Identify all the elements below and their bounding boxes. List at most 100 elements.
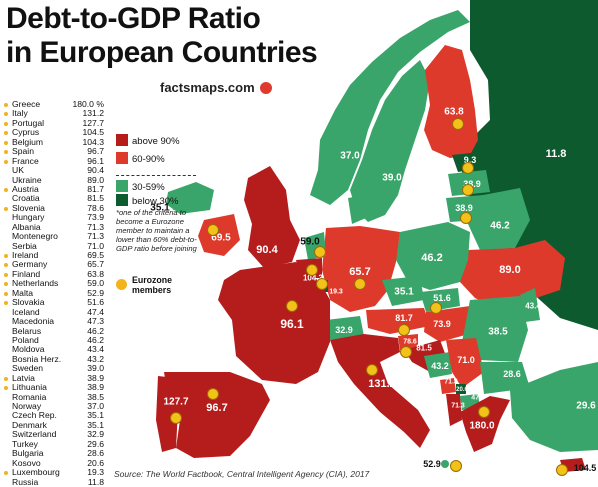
legend-label-below30: below 30%	[132, 196, 179, 207]
map-label-sweden: 39.0	[382, 172, 402, 184]
map-label-switzerland: 32.9	[335, 325, 353, 335]
map-label-slovakia: 51.6	[433, 293, 451, 303]
country-value: 65.7	[87, 259, 104, 270]
country-portugal	[156, 376, 178, 452]
country-value: 35.1	[87, 410, 104, 421]
country-row: Spain 96.7	[4, 146, 104, 157]
country-bulgaria	[480, 362, 530, 394]
map-label-hungary: 73.9	[433, 319, 451, 329]
map-label-italy: 131.2	[368, 378, 396, 390]
country-value: 46.2	[87, 334, 104, 345]
country-value: 29.6	[87, 438, 104, 449]
country-row: Serbia 71.0	[4, 240, 104, 251]
country-row: Sweden 39.0	[4, 363, 104, 374]
country-name: Sweden	[12, 363, 44, 374]
eurozone-bullet-icon	[4, 471, 8, 476]
country-name: Ireland	[12, 250, 39, 260]
country-row: Macedonia 47.3	[4, 316, 104, 326]
country-name: Moldova	[12, 344, 45, 355]
country-name: Greece	[12, 99, 41, 109]
country-row: Moldova 43.4	[4, 344, 104, 355]
country-value: 43.2	[87, 353, 104, 364]
eurozone-marker-italy	[366, 364, 378, 376]
country-row: Bulgaria 28.6	[4, 448, 104, 458]
eurozone-marker-malta	[450, 460, 462, 472]
legend-note: *one of the criteria to become a Eurozon…	[116, 208, 197, 253]
country-row: Netherlands 59.0	[4, 278, 104, 288]
eurozone-marker-estonia	[462, 162, 474, 174]
country-value: 63.8	[87, 268, 104, 279]
country-serbia	[446, 338, 484, 388]
country-name: Iceland	[12, 306, 40, 317]
legend-item-60-90: 60-90%	[116, 152, 165, 165]
eurozone-marker-lithuania	[460, 212, 472, 224]
eurozone-marker-slovenia	[400, 346, 412, 358]
country-row: Germany 65.7	[4, 259, 104, 270]
country-value: 90.4	[87, 165, 104, 176]
legend-divider	[116, 175, 196, 176]
country-value: 43.4	[87, 344, 104, 355]
country-value: 52.9	[87, 287, 104, 298]
country-row: Portugal 127.7	[4, 117, 104, 128]
country-name: France	[12, 155, 39, 166]
country-row: Lithuania 38.9	[4, 382, 104, 392]
country-row: Belarus 46.2	[4, 325, 104, 336]
country-row: Switzerland 32.9	[4, 429, 104, 439]
country-name: Cyprus	[12, 127, 40, 138]
country-name: Portugal	[12, 117, 45, 128]
map-label-lithuania: 38.9	[455, 203, 473, 213]
country-value: 78.6	[87, 202, 104, 213]
eurozone-marker-latvia	[462, 184, 474, 196]
map-label-latvia: 38.9	[463, 179, 481, 189]
country-name: Ukraine	[12, 174, 42, 185]
country-latvia	[448, 170, 490, 196]
map-label-germany: 65.7	[349, 266, 371, 278]
country-denmark	[348, 196, 366, 224]
country-row: Slovakia 51.6	[4, 297, 104, 308]
country-row: UK 90.4	[4, 165, 104, 176]
legend-item-30-59: 30-59%	[116, 180, 165, 193]
brand-text: factsmaps.com	[160, 80, 255, 95]
country-value: 81.7	[87, 183, 104, 194]
brand-logo: factsmaps.com	[160, 80, 273, 95]
eurozone-marker-luxembourg	[316, 278, 328, 290]
country-finland	[424, 45, 478, 158]
country-name: Croatia	[12, 193, 40, 204]
map-label-serbia: 71.0	[457, 355, 475, 365]
eurozone-bullet-icon	[4, 386, 8, 391]
country-row: Croatia 81.5	[4, 193, 104, 204]
country-name: Finland	[12, 268, 41, 279]
eurozone-marker-netherlands	[314, 246, 326, 258]
eurozone-bullet-icon	[4, 131, 8, 136]
country-value: 71.3	[87, 231, 104, 242]
country-value: 104.3	[82, 136, 104, 147]
country-turkey	[510, 362, 598, 452]
eurozone-bullet-icon	[4, 291, 8, 296]
country-name: Slovenia	[12, 202, 45, 213]
eurozone-marker-icon	[116, 279, 127, 290]
map-label-ireland: 69.5	[211, 232, 231, 244]
country-switzerland	[326, 316, 364, 340]
country-value: 127.7	[82, 117, 104, 128]
country-name: Serbia	[12, 240, 37, 251]
map-label-portugal: 127.7	[163, 396, 189, 408]
country-value: 96.1	[87, 155, 104, 166]
source-caption: Source: The World Factbook, Central Inte…	[114, 469, 370, 479]
eurozone-bullet-icon	[4, 150, 8, 155]
country-value: 46.2	[87, 325, 104, 336]
country-name: Spain	[12, 146, 34, 157]
country-row: Norway 37.0	[4, 401, 104, 411]
country-name: Austria	[12, 183, 39, 194]
country-name: Luxembourg	[12, 467, 60, 478]
country-name: Denmark	[12, 419, 47, 430]
country-row: Belgium 104.3	[4, 136, 104, 147]
country-value: 51.6	[87, 297, 104, 308]
eurozone-bullet-icon	[4, 103, 8, 107]
legend-swatch-30-59	[116, 180, 128, 192]
country-value: 20.6	[87, 457, 104, 468]
map-label-belarus: 46.2	[490, 220, 510, 232]
eurozone-bullet-icon	[4, 140, 8, 145]
legend-label-30-59: 30-59%	[132, 182, 165, 193]
eurozone-marker-cyprus	[556, 464, 568, 476]
